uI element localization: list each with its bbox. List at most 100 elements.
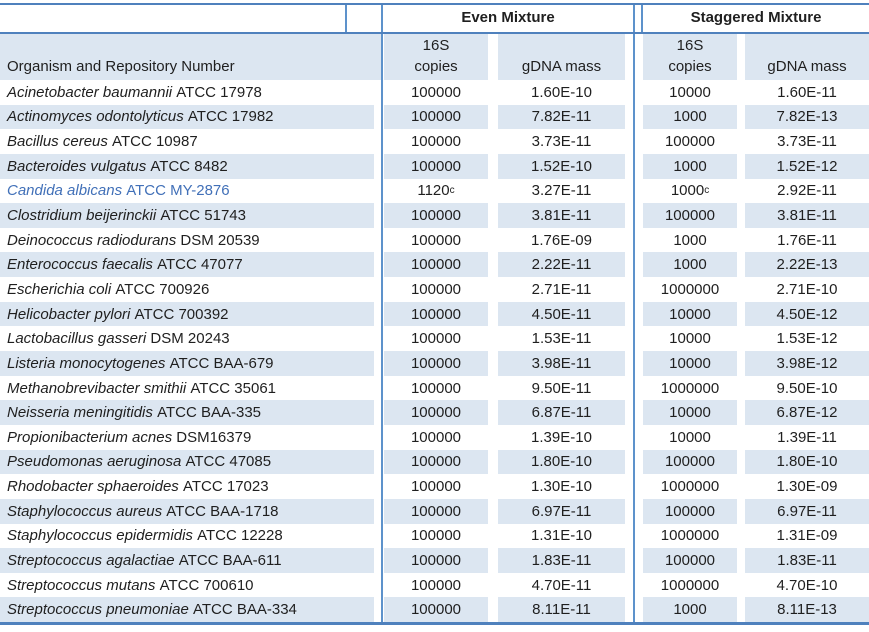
repository-number: ATCC 17978	[172, 83, 262, 101]
column-gap	[488, 301, 498, 327]
column-gap	[374, 474, 384, 499]
table-top-border	[0, 3, 869, 5]
column-gap	[374, 523, 384, 549]
organism-name: Staphylococcus aureus	[7, 502, 163, 520]
staggered-gdna-mass-cell: 3.81E-11	[745, 203, 869, 228]
column-gap	[737, 153, 745, 179]
table-row: Streptococcus agalactiae ATCC BAA-611 100…	[0, 548, 869, 573]
column-gap	[374, 104, 384, 130]
staggered-gdna-mass-cell: 9.50E-10	[745, 375, 869, 401]
repository-number: ATCC 8482	[146, 157, 228, 175]
organism-cell: Clostridium beijerinckii ATCC 51743	[0, 203, 374, 228]
column-gap	[488, 326, 498, 352]
organism-name: Streptococcus pneumoniae	[7, 601, 189, 619]
table-row: Enterococcus faecalis ATCC 47077 100000 2.…	[0, 252, 869, 278]
table-row: Neisseria meningitidis ATCC BAA-335 10000…	[0, 400, 869, 425]
even-16s-copies-cell: 100000	[384, 400, 488, 425]
repository-number: DSM 20539	[176, 231, 260, 249]
table-row: Streptococcus pneumoniae ATCC BAA-334 100…	[0, 597, 869, 623]
staggered-gdna-mass-cell: 1.39E-11	[745, 424, 869, 450]
column-gap	[488, 129, 498, 154]
staggered-16s-copies-cell: 1000 c	[643, 178, 737, 204]
repository-number: ATCC 700610	[155, 576, 254, 594]
even-16s-copies-cell: 100000	[384, 498, 488, 524]
column-gap	[488, 400, 498, 425]
group-header-row: Even Mixture Staggered Mixture	[0, 3, 869, 32]
organism-cell: Rhodobacter sphaeroides ATCC 17023	[0, 474, 374, 499]
header-divider-border	[0, 32, 869, 34]
even-16s-copies-cell: 100000	[384, 326, 488, 352]
column-gap	[488, 351, 498, 376]
even-gdna-mass-cell: 1.60E-10	[498, 80, 625, 105]
organism-cell: Escherichia coli ATCC 700926	[0, 277, 374, 302]
column-gap	[488, 474, 498, 499]
staggered-16s-copies-cell: 1000000	[643, 474, 737, 499]
staggered-gdna-mass-cell: 1.53E-12	[745, 326, 869, 352]
column-gap	[488, 375, 498, 401]
even-16s-copies-cell: 100000	[384, 80, 488, 105]
table-row: Acinetobacter baumannii ATCC 17978 100000…	[0, 80, 869, 105]
column-gap	[737, 227, 745, 253]
even-mixture-label: Even Mixture	[461, 9, 555, 26]
even-gdna-mass-cell: 1.76E-09	[498, 227, 625, 253]
staggered-gdna-mass-cell: 1.80E-10	[745, 449, 869, 475]
repository-number: ATCC 47085	[181, 453, 272, 471]
even-gdna-mass-cell: 1.83E-11	[498, 548, 625, 573]
even-gdna-mass-cell: 3.73E-11	[498, 129, 625, 154]
staggered-copies-label: copies	[668, 58, 712, 75]
column-gap	[374, 597, 384, 623]
organism-cell: Staphylococcus aureus ATCC BAA-1718	[0, 498, 374, 524]
even-gdna-mass-cell: 1.31E-10	[498, 523, 625, 549]
table-row: Bacillus cereus ATCC 10987 100000 3.73E-11…	[0, 129, 869, 154]
table-row: Rhodobacter sphaeroides ATCC 17023 100000…	[0, 474, 869, 499]
organism-cell: Candida albicans ATCC MY-2876	[0, 178, 374, 204]
column-gap	[737, 34, 745, 80]
column-gap	[374, 301, 384, 327]
column-gap	[488, 498, 498, 524]
repository-number: DSM 20243	[146, 330, 230, 348]
repository-number: ATCC 700926	[111, 280, 210, 298]
staggered-gdna-mass-cell: 7.82E-13	[745, 104, 869, 130]
table-row: Helicobacter pylori ATCC 700392 100000 4.5…	[0, 301, 869, 327]
staggered-16s-copies-cell: 10000	[643, 400, 737, 425]
column-gap	[488, 252, 498, 278]
organism-even-divider	[381, 3, 383, 625]
staggered-16s-copies-header: 16S copies	[643, 34, 737, 80]
column-gap	[374, 548, 384, 573]
organism-name: Clostridium beijerinckii	[7, 207, 157, 225]
repository-number: DSM16379	[172, 428, 252, 446]
organism-cell: Actinomyces odontolyticus ATCC 17982	[0, 104, 374, 130]
column-gap	[488, 34, 498, 80]
even-gdna-mass-cell: 1.30E-10	[498, 474, 625, 499]
staggered-16s-copies-cell: 100000	[643, 449, 737, 475]
even-16s-copies-cell: 1120 c	[384, 178, 488, 204]
staggered-gdna-mass-cell: 1.30E-09	[745, 474, 869, 499]
even-gdna-mass-cell: 1.39E-10	[498, 424, 625, 450]
even-gdna-mass-cell: 3.98E-11	[498, 351, 625, 376]
organism-name: Acinetobacter baumannii	[7, 83, 173, 101]
staggered-gdna-mass-cell: 3.73E-11	[745, 129, 869, 154]
staggered-gdna-mass-cell: 2.22E-13	[745, 252, 869, 278]
staggered-16s-copies-cell: 1000000	[643, 523, 737, 549]
organism-cell: Enterococcus faecalis ATCC 47077	[0, 252, 374, 278]
column-gap	[737, 80, 745, 105]
even-16s-copies-cell: 100000	[384, 572, 488, 598]
column-gap	[374, 252, 384, 278]
even-gdna-mass-cell: 6.97E-11	[498, 498, 625, 524]
organism-cell: Bacillus cereus ATCC 10987	[0, 129, 374, 154]
staggered-16s-copies-cell: 1000	[643, 227, 737, 253]
table-row: Clostridium beijerinckii ATCC 51743 10000…	[0, 203, 869, 228]
column-gap	[374, 424, 384, 450]
column-gap	[737, 498, 745, 524]
even-staggered-divider	[633, 3, 635, 625]
column-gap	[488, 277, 498, 302]
column-gap	[488, 227, 498, 253]
table-row: Bacteroides vulgatus ATCC 8482 100000 1.52…	[0, 153, 869, 179]
organism-cell: Neisseria meningitidis ATCC BAA-335	[0, 400, 374, 425]
even-gdna-mass-cell: 3.81E-11	[498, 203, 625, 228]
staggered-gdna-mass-cell: 6.97E-11	[745, 498, 869, 524]
column-gap	[374, 572, 384, 598]
staggered-gdna-mass-cell: 8.11E-13	[745, 597, 869, 623]
even-16s-copies-cell: 100000	[384, 203, 488, 228]
